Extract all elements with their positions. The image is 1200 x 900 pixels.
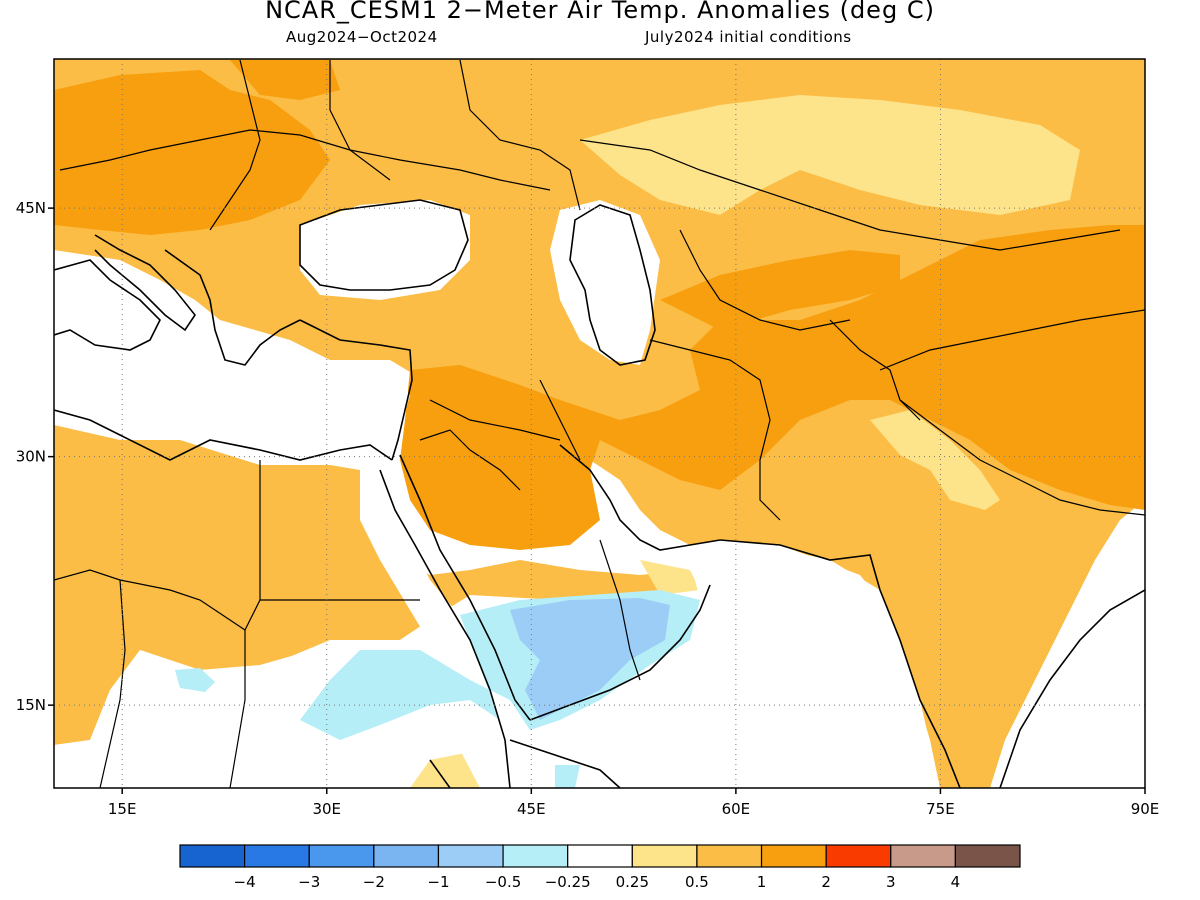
coast-east-africa-inner: [429, 759, 451, 788]
warm-anomaly-region-africa: [54, 425, 690, 745]
strong-warm-russia: [230, 60, 340, 100]
lon-tick-label: 30E: [312, 800, 341, 818]
legend-label: 2: [821, 873, 831, 891]
legend-swatch: [502, 844, 569, 868]
legend-swatch: [696, 844, 763, 868]
strong-warm-mideast: [400, 225, 1145, 550]
lon-tick-label: 45E: [517, 800, 546, 818]
strong-warm-central-asia: [660, 250, 900, 330]
coast-turkey-levant: [299, 319, 413, 461]
legend-swatch: [437, 844, 504, 868]
map-frame: [53, 58, 1146, 789]
graticule: [54, 59, 1145, 788]
legend-label: 1: [757, 873, 767, 891]
legend-swatch: [954, 844, 1021, 868]
coast-india-east: [999, 589, 1145, 788]
legend-swatch: [567, 844, 633, 868]
legend-swatch: [373, 844, 440, 868]
weak-warm-india-north: [870, 410, 1000, 510]
legend-label: −2: [363, 873, 385, 891]
coast-red-sea-west: [379, 469, 511, 788]
coast-caspian: [569, 204, 656, 366]
cool-anomaly-arabia-inner: [510, 598, 670, 720]
neutral-black-sea: [300, 200, 470, 300]
strong-warm-europe: [54, 70, 330, 235]
map-title: NCAR_CESM1 2−Meter Air Temp. Anomalies (…: [265, 0, 935, 24]
lon-tick-label: 15E: [108, 800, 137, 818]
legend-label: −0.25: [545, 873, 591, 891]
coast-pakistan-india: [719, 539, 961, 788]
legend-swatch: [308, 844, 375, 868]
lon-tick-label: 75E: [926, 800, 955, 818]
legend-label: −0.5: [485, 873, 521, 891]
coast-red-sea-east: [399, 454, 531, 721]
forecast-period: Aug2024−Oct2024: [286, 28, 438, 46]
cool-anomaly-sahel: [175, 668, 215, 692]
coast-north-africa: [54, 409, 393, 461]
legend-swatch: [825, 844, 892, 868]
legend-swatch: [760, 844, 827, 868]
legend-label: −1: [427, 873, 449, 891]
legend-label: 0.5: [685, 873, 709, 891]
legend-label: 0.25: [616, 873, 649, 891]
lat-tick-label: 15N: [16, 696, 46, 714]
legend-label: 3: [886, 873, 896, 891]
lon-tick-label: 60E: [722, 800, 751, 818]
lat-tick-label: 45N: [16, 199, 46, 217]
neutral-arabian-sea: [540, 545, 940, 788]
anomaly-shading: [54, 59, 1145, 788]
neutral-caspian: [550, 200, 660, 365]
country-borders: [54, 59, 1145, 788]
legend-swatch: [244, 844, 310, 868]
weak-warm-arabia-east: [640, 560, 700, 595]
color-legend: −4 −3 −2 −1 −0.5 −0.25 0.25 0.5 1 2 3 4: [179, 844, 1021, 891]
coast-balkans-greece: [164, 249, 301, 366]
lat-tick-label: 30N: [16, 448, 46, 466]
coast-gulf: [559, 444, 721, 551]
legend-swatch: [631, 844, 698, 868]
initial-conditions: July2024 initial conditions: [645, 28, 852, 46]
legend-label: −3: [298, 873, 320, 891]
neutral-mediterranean: [54, 280, 410, 455]
coast-italy: [94, 234, 196, 332]
coast-black-sea: [299, 199, 469, 291]
cool-anomaly-horn: [555, 765, 580, 788]
coast-europe-med: [54, 259, 161, 351]
legend-swatch: [890, 844, 956, 868]
legend-swatch: [179, 844, 246, 868]
legend-label: 4: [951, 873, 961, 891]
coast-horn-africa: [509, 739, 621, 788]
axis-ticks: 45N 30N 15N 15E 30E 45E 60E 75E 90E: [16, 199, 1160, 818]
legend-label: −4: [234, 873, 256, 891]
weak-warm-kazakhstan: [580, 95, 1080, 215]
lon-tick-label: 90E: [1131, 800, 1160, 818]
